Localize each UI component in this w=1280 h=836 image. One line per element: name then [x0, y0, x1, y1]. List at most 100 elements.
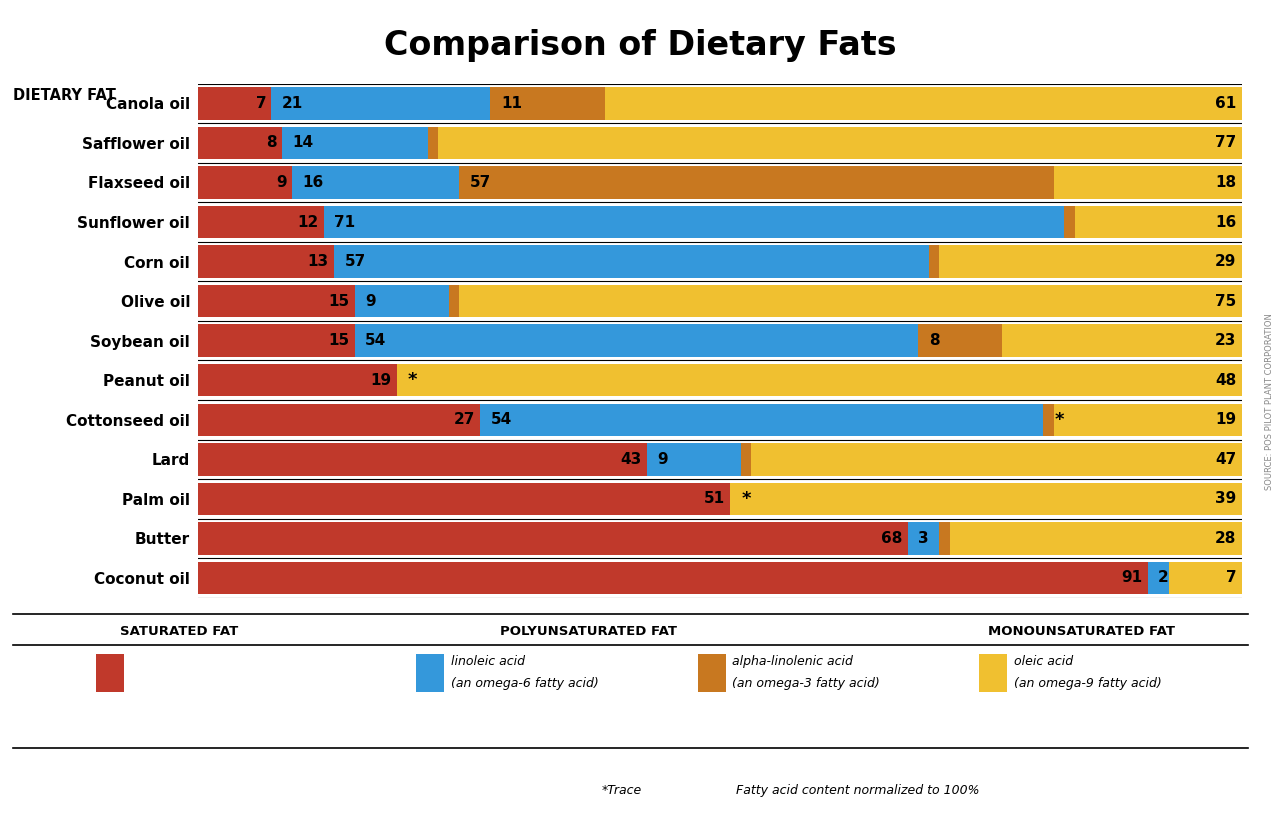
Bar	[605, 87, 1242, 120]
Text: SATURATED FAT: SATURATED FAT	[120, 624, 238, 638]
Text: 28: 28	[1215, 531, 1236, 546]
Bar	[731, 482, 1242, 515]
Bar	[1002, 324, 1242, 357]
Text: 71: 71	[334, 215, 355, 230]
Bar	[198, 364, 397, 396]
Text: *Trace: *Trace	[602, 783, 641, 797]
Text: 75: 75	[1215, 293, 1236, 308]
Bar	[1053, 166, 1242, 199]
Text: 39: 39	[1215, 492, 1236, 507]
Text: oleic acid: oleic acid	[1014, 655, 1073, 668]
Bar	[1043, 404, 1053, 436]
Text: 9: 9	[276, 175, 287, 190]
Bar	[355, 324, 918, 357]
Text: 7: 7	[1226, 570, 1236, 585]
Text: 47: 47	[1215, 451, 1236, 466]
Bar	[334, 245, 928, 278]
Text: 16: 16	[1215, 215, 1236, 230]
Bar	[1064, 206, 1075, 238]
Bar	[928, 245, 940, 278]
Text: (an omega-9 fatty acid): (an omega-9 fatty acid)	[1014, 676, 1161, 690]
Bar	[1075, 206, 1242, 238]
Bar	[918, 324, 1002, 357]
Text: 11: 11	[500, 96, 522, 111]
Bar	[646, 443, 741, 476]
Bar	[198, 404, 480, 436]
Bar	[198, 285, 355, 318]
Text: 19: 19	[370, 373, 392, 388]
Bar	[397, 364, 1242, 396]
Text: SOURCE: POS PILOT PLANT CORPORATION: SOURCE: POS PILOT PLANT CORPORATION	[1265, 313, 1275, 490]
Text: 13: 13	[307, 254, 329, 269]
Text: (an omega-6 fatty acid): (an omega-6 fatty acid)	[451, 676, 598, 690]
Bar	[1148, 562, 1169, 594]
Text: DIETARY FAT: DIETARY FAT	[13, 88, 115, 103]
Bar	[490, 87, 605, 120]
Text: 23: 23	[1215, 334, 1236, 348]
Bar	[198, 87, 271, 120]
Text: 57: 57	[470, 175, 492, 190]
Text: 48: 48	[1215, 373, 1236, 388]
Bar	[198, 324, 355, 357]
Text: (an omega-3 fatty acid): (an omega-3 fatty acid)	[732, 676, 879, 690]
Bar	[198, 166, 292, 199]
Text: 15: 15	[329, 334, 349, 348]
Bar	[1169, 562, 1242, 594]
Bar	[292, 166, 460, 199]
Bar	[751, 443, 1242, 476]
Text: *: *	[741, 490, 751, 507]
Bar	[1053, 404, 1242, 436]
Bar	[741, 443, 751, 476]
Bar	[449, 285, 460, 318]
Bar	[198, 127, 282, 159]
Text: 57: 57	[344, 254, 366, 269]
Bar	[950, 522, 1242, 554]
Text: 19: 19	[1215, 412, 1236, 427]
Text: 54: 54	[365, 334, 387, 348]
Text: 91: 91	[1121, 570, 1143, 585]
Text: Fatty acid content normalized to 100%: Fatty acid content normalized to 100%	[736, 783, 979, 797]
Bar	[908, 522, 940, 554]
Text: 27: 27	[453, 412, 475, 427]
Text: 9: 9	[658, 451, 668, 466]
Text: 43: 43	[621, 451, 641, 466]
Bar	[480, 404, 1043, 436]
Bar	[198, 206, 324, 238]
Text: 9: 9	[365, 293, 376, 308]
Bar	[460, 285, 1242, 318]
Text: 61: 61	[1215, 96, 1236, 111]
Text: MONOUNSATURATED FAT: MONOUNSATURATED FAT	[988, 624, 1175, 638]
Bar	[428, 127, 438, 159]
Bar	[438, 127, 1242, 159]
Text: *: *	[1055, 410, 1064, 429]
Bar	[460, 166, 1053, 199]
Text: POLYUNSATURATED FAT: POLYUNSATURATED FAT	[500, 624, 677, 638]
Text: 18: 18	[1215, 175, 1236, 190]
Text: linoleic acid: linoleic acid	[451, 655, 525, 668]
Bar	[198, 245, 334, 278]
Bar	[198, 443, 646, 476]
Text: 51: 51	[704, 492, 726, 507]
Bar	[282, 127, 428, 159]
Text: 54: 54	[490, 412, 512, 427]
Text: Comparison of Dietary Fats: Comparison of Dietary Fats	[384, 29, 896, 62]
Bar	[324, 206, 1064, 238]
Text: 68: 68	[881, 531, 902, 546]
Bar	[198, 562, 1148, 594]
Text: 3: 3	[918, 531, 929, 546]
Text: 77: 77	[1215, 135, 1236, 150]
Bar	[355, 285, 449, 318]
Text: 7: 7	[256, 96, 266, 111]
Bar	[198, 482, 731, 515]
Bar	[940, 245, 1242, 278]
Text: alpha-linolenic acid: alpha-linolenic acid	[732, 655, 852, 668]
Text: 16: 16	[303, 175, 324, 190]
Text: 21: 21	[282, 96, 303, 111]
Bar	[198, 522, 908, 554]
Text: 29: 29	[1215, 254, 1236, 269]
Text: 15: 15	[329, 293, 349, 308]
Text: 12: 12	[297, 215, 319, 230]
Bar	[940, 522, 950, 554]
Text: *: *	[407, 371, 417, 390]
Text: 2: 2	[1158, 570, 1169, 585]
